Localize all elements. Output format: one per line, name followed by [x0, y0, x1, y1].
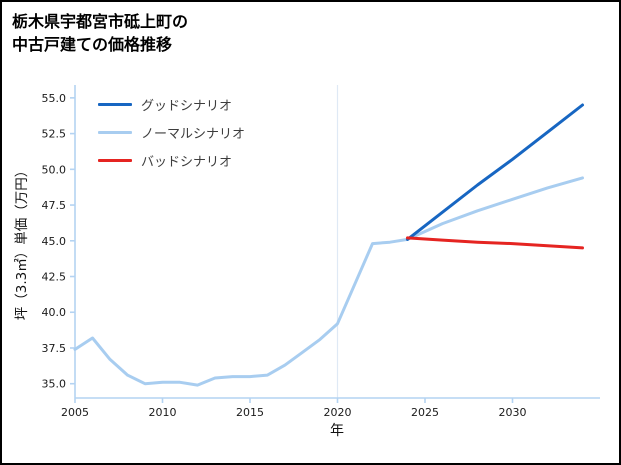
svg-text:2015: 2015 [236, 406, 264, 419]
chart-title-line1: 栃木県宇都宮市砥上町の [12, 12, 189, 31]
chart-legend: グッドシナリオ ノーマルシナリオ バッドシナリオ [98, 94, 245, 178]
svg-text:40.0: 40.0 [42, 306, 67, 319]
svg-text:2010: 2010 [149, 406, 177, 419]
y-axis-label: 坪（3.3㎡）単価（万円） [14, 163, 30, 321]
svg-text:45.0: 45.0 [42, 235, 67, 248]
x-axis-label: 年 [330, 423, 344, 439]
legend-item-bad-scenario: バッドシナリオ [98, 150, 245, 170]
chart-title-line2: 中古戸建ての価格推移 [12, 35, 173, 55]
bad-scenario-line-swatch [98, 158, 132, 162]
svg-text:47.5: 47.5 [42, 199, 67, 212]
svg-text:2025: 2025 [411, 406, 439, 419]
svg-text:2005: 2005 [61, 406, 89, 419]
chart-title: 栃木県宇都宮市砥上町の 中古戸建ての価格推移 [12, 10, 188, 56]
svg-text:50.0: 50.0 [42, 163, 67, 176]
legend-item-good-scenario: グッドシナリオ [98, 94, 245, 114]
svg-text:55.0: 55.0 [42, 92, 67, 105]
svg-text:35.0: 35.0 [42, 378, 67, 391]
legend-label: グッドシナリオ [141, 98, 233, 114]
good-scenario-line-swatch [98, 102, 132, 106]
svg-text:42.5: 42.5 [42, 271, 67, 284]
svg-text:37.5: 37.5 [42, 342, 67, 355]
svg-text:2030: 2030 [499, 406, 527, 419]
legend-label: ノーマルシナリオ [141, 126, 246, 142]
legend-item-normal-scenario: ノーマルシナリオ [98, 122, 245, 142]
legend-label: バッドシナリオ [141, 154, 233, 170]
normal-scenario-line-swatch [98, 130, 132, 134]
svg-text:2020: 2020 [324, 406, 352, 419]
svg-text:52.5: 52.5 [42, 128, 67, 141]
